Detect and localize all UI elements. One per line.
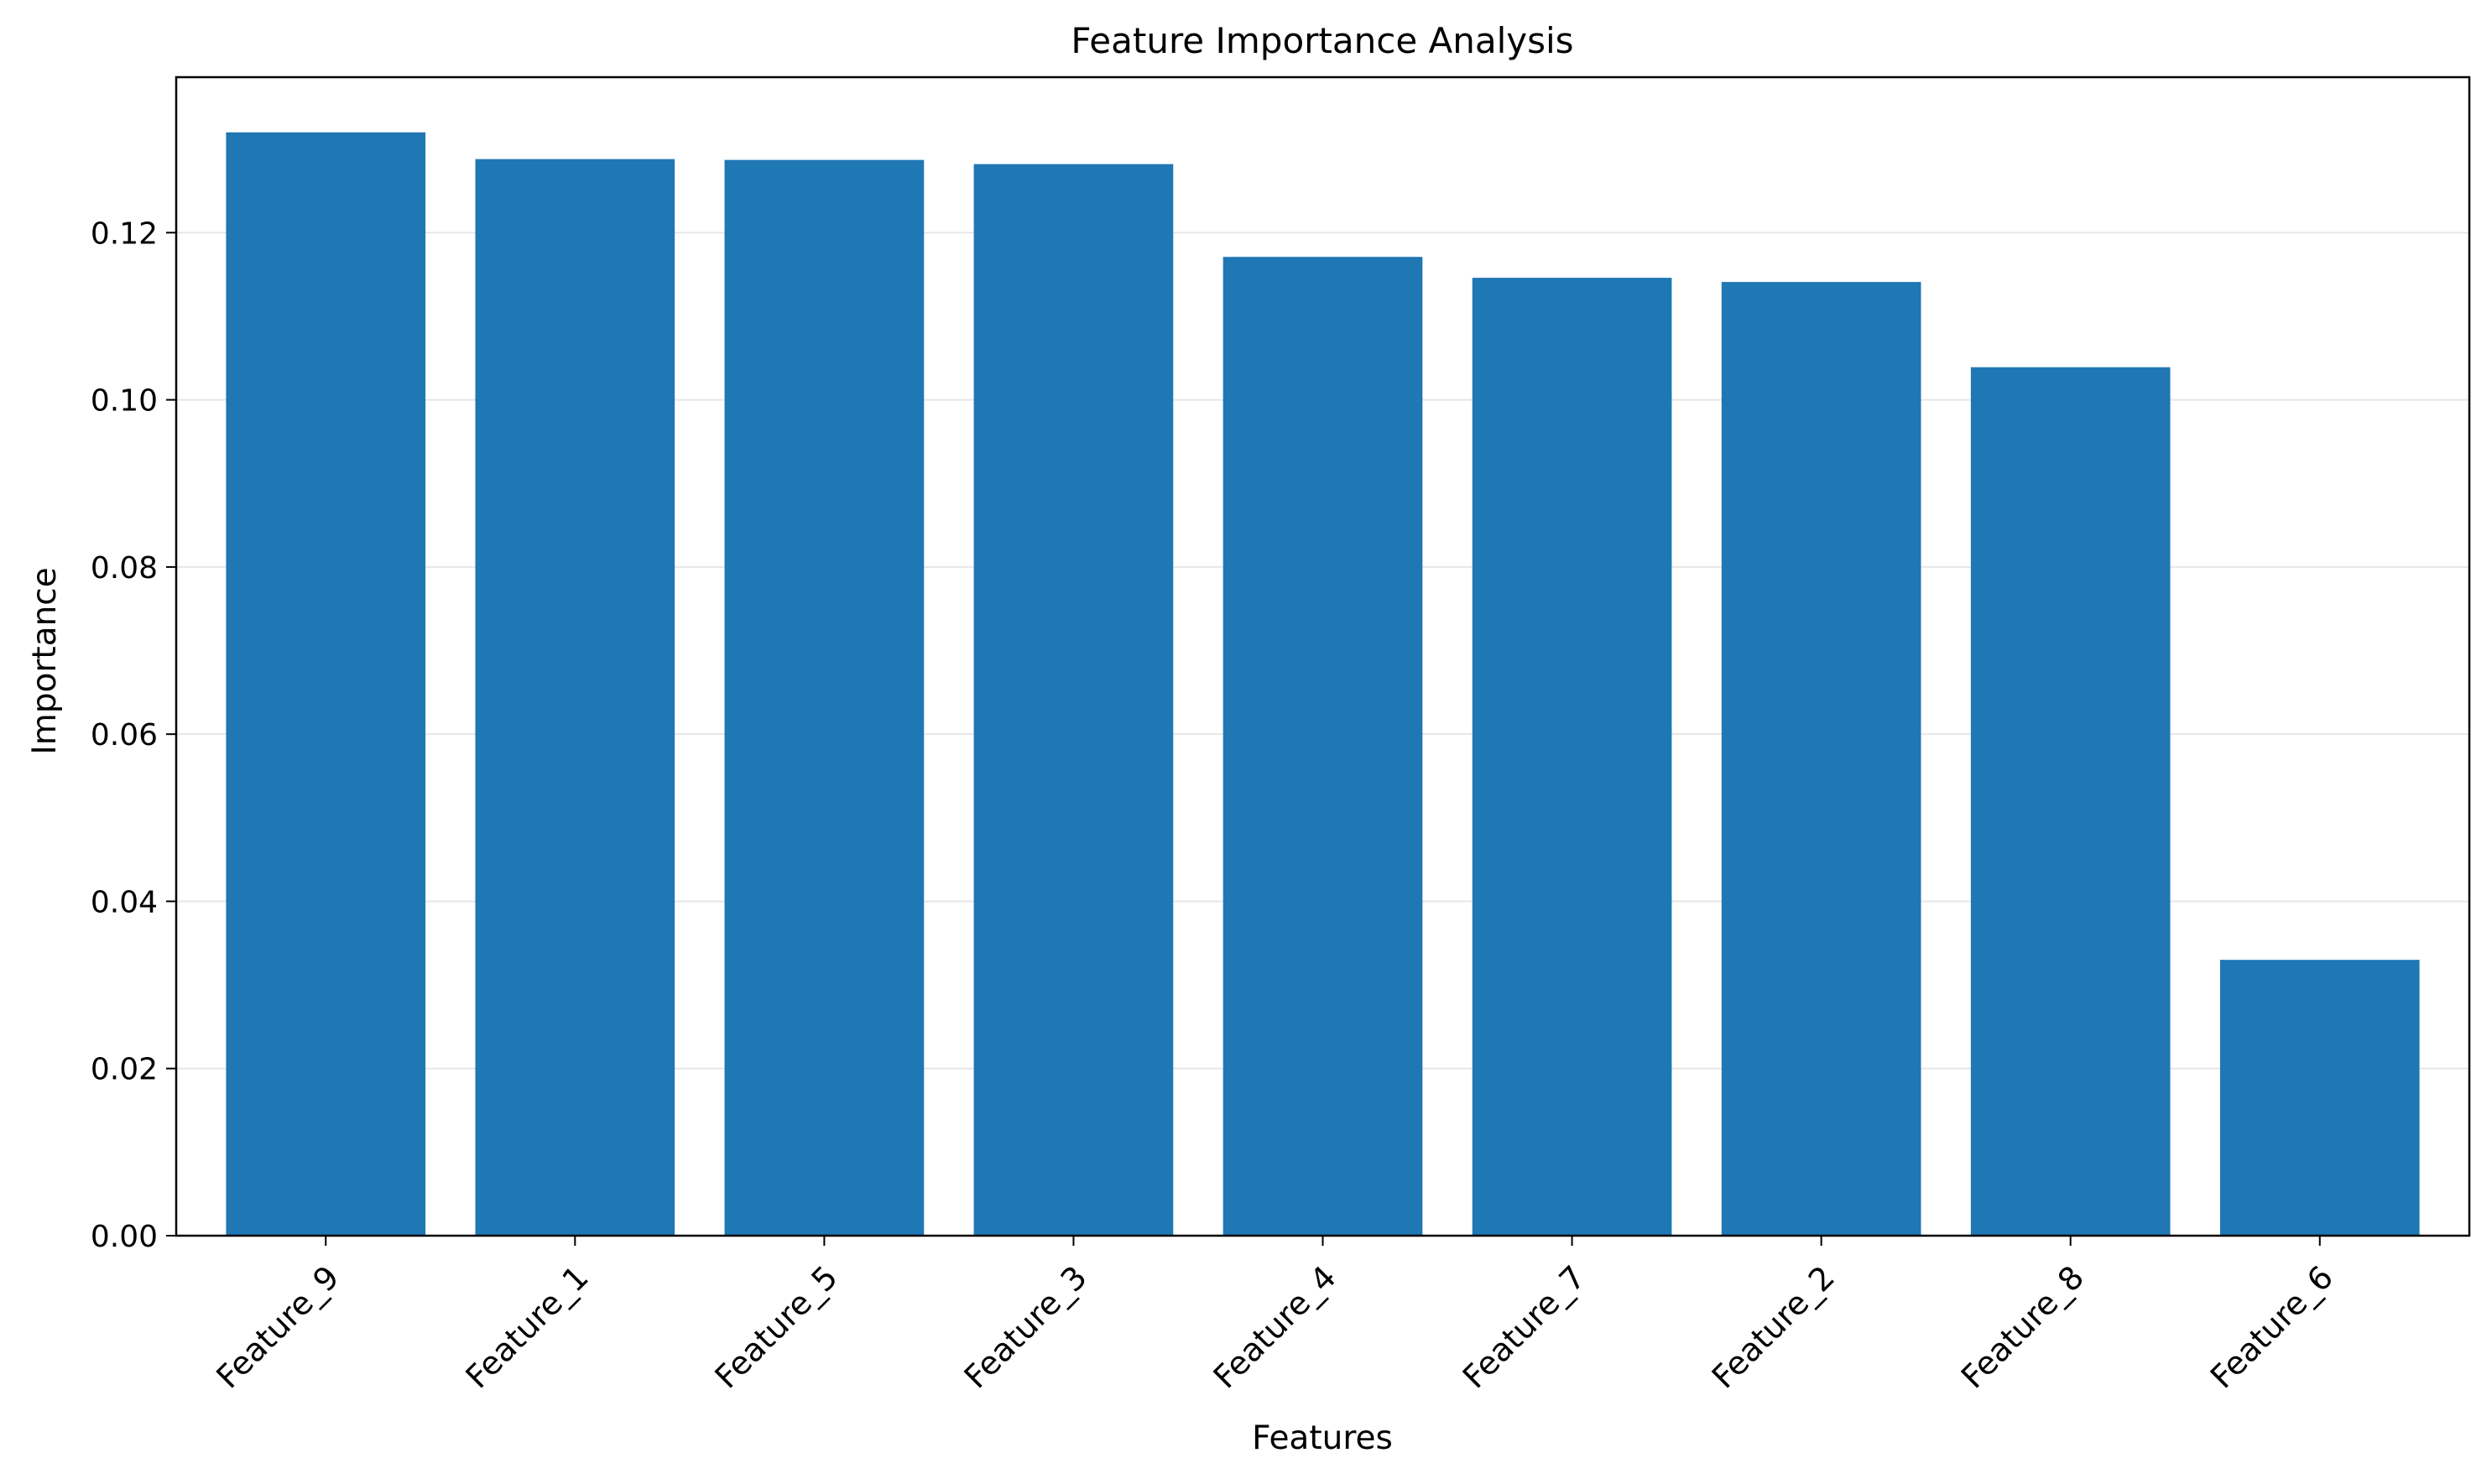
x-axis-label: Features xyxy=(1252,1419,1393,1457)
x-tick-label: Feature_8 xyxy=(1954,1258,2091,1395)
bar-feature-1 xyxy=(475,159,675,1236)
bar-feature-2 xyxy=(1721,282,1921,1236)
bar-feature-3 xyxy=(973,164,1174,1237)
y-tick-label: 0.12 xyxy=(91,216,158,251)
x-tick-label: Feature_6 xyxy=(2203,1258,2340,1395)
y-axis-label: Importance xyxy=(26,567,64,755)
x-tick-label: Feature_9 xyxy=(209,1258,346,1395)
bar-feature-4 xyxy=(1223,257,1423,1237)
bar-feature-5 xyxy=(724,159,925,1237)
y-tick-label: 0.02 xyxy=(91,1053,158,1087)
y-tick-label: 0.10 xyxy=(91,384,158,419)
x-tick-label: Feature_4 xyxy=(1207,1258,1343,1395)
x-tick-label: Feature_3 xyxy=(957,1258,1094,1395)
bar-feature-9 xyxy=(226,132,426,1236)
x-tick-label: Feature_1 xyxy=(458,1258,595,1395)
bars xyxy=(226,132,2420,1237)
x-tick-label: Feature_5 xyxy=(708,1258,845,1395)
y-tick-label: 0.00 xyxy=(91,1220,158,1254)
y-tick-label: 0.06 xyxy=(91,718,158,752)
plot-frame xyxy=(175,76,2471,1237)
labels: Feature Importance Analysis Features Imp… xyxy=(26,20,1574,1457)
chart-title: Feature Importance Analysis xyxy=(1071,20,1573,61)
y-tick-label: 0.04 xyxy=(91,885,158,919)
y-tick-label: 0.08 xyxy=(91,551,158,586)
bar-feature-7 xyxy=(1472,278,1672,1237)
bar-feature-6 xyxy=(2219,960,2420,1236)
bar-feature-8 xyxy=(1970,367,2171,1237)
x-tick-label: Feature_7 xyxy=(1456,1258,1593,1395)
x-tick-label: Feature_2 xyxy=(1705,1258,1842,1395)
